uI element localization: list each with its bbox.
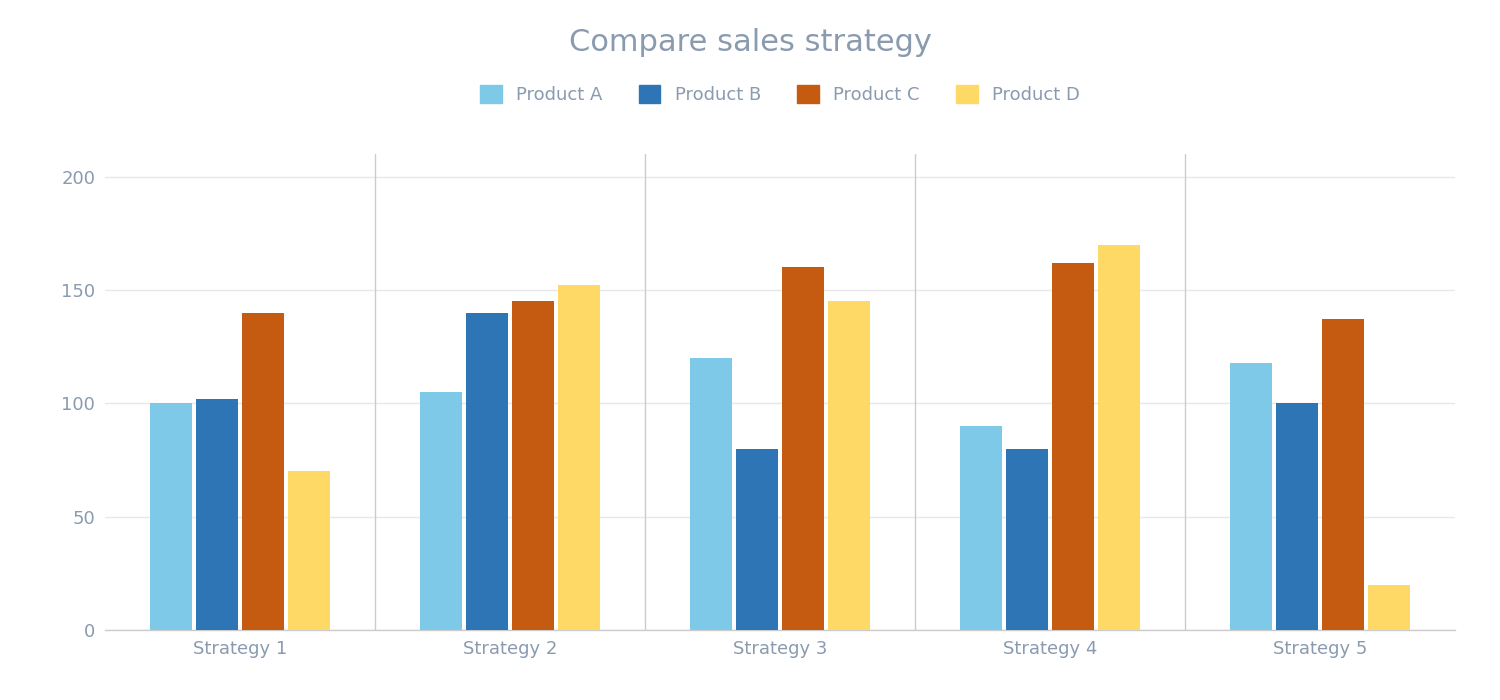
Bar	[1007, 449, 1048, 630]
Bar	[1322, 319, 1364, 630]
Bar	[196, 399, 238, 630]
Bar	[1230, 363, 1272, 630]
Legend: Product A, Product B, Product C, Product D: Product A, Product B, Product C, Product…	[472, 77, 1088, 111]
Bar	[512, 301, 554, 630]
Bar	[1276, 403, 1318, 630]
Bar	[558, 286, 600, 630]
Bar	[690, 358, 732, 630]
Bar	[1052, 262, 1094, 630]
Bar	[1098, 245, 1140, 630]
Bar	[242, 313, 284, 630]
Bar	[288, 471, 330, 630]
Text: Compare sales strategy: Compare sales strategy	[568, 28, 932, 57]
Bar	[782, 267, 824, 630]
Bar	[736, 449, 778, 630]
Bar	[960, 426, 1002, 630]
Bar	[1368, 584, 1410, 630]
Bar	[420, 392, 462, 630]
Bar	[150, 403, 192, 630]
Bar	[466, 313, 509, 630]
Bar	[828, 301, 870, 630]
